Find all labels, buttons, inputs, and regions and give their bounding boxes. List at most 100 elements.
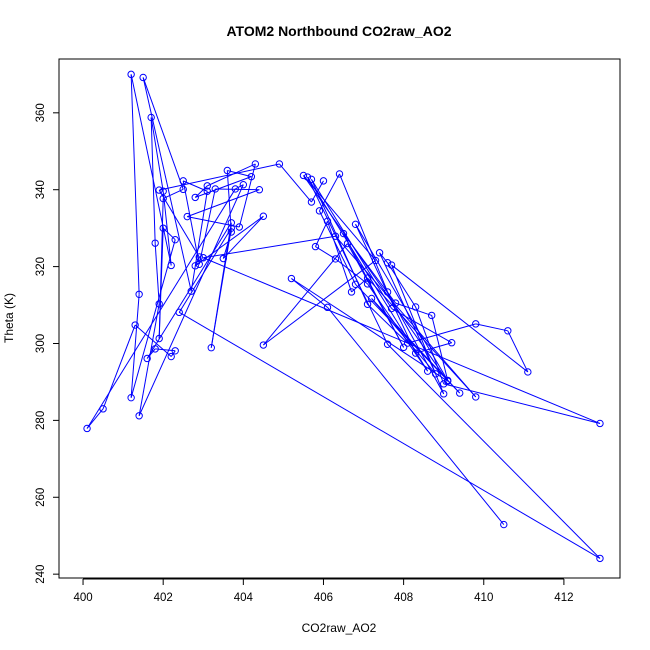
- data-point: [371, 256, 380, 265]
- series-segment: [146, 348, 156, 359]
- series-segment: [371, 298, 461, 394]
- data-point: [363, 280, 372, 288]
- data-point: [135, 290, 143, 298]
- series-segment: [134, 324, 172, 357]
- series-segment: [194, 185, 208, 198]
- series-segment: [415, 306, 445, 385]
- series-segment: [319, 173, 340, 212]
- x-tick-label: 410: [474, 592, 493, 604]
- data-point: [596, 554, 604, 563]
- data-point: [331, 255, 340, 263]
- series-segment: [507, 330, 529, 373]
- x-tick-label: 400: [73, 592, 92, 604]
- data-point: [227, 224, 236, 232]
- data-point: [203, 187, 211, 195]
- series-segment: [150, 117, 164, 192]
- series-segment: [327, 307, 505, 525]
- x-axis: 400 402 404 406 408 410 412: [73, 578, 573, 604]
- data-point: [323, 217, 332, 225]
- series-segment: [307, 176, 429, 372]
- data-point: [127, 393, 135, 402]
- data-point: [167, 352, 175, 361]
- data-point: [411, 303, 420, 311]
- data-point: [171, 347, 179, 355]
- data-point: [319, 177, 328, 185]
- series-segment: [306, 176, 389, 345]
- data-point: [195, 260, 203, 268]
- series-segment: [142, 77, 184, 190]
- data-point: [351, 280, 360, 288]
- series-segment: [291, 278, 328, 308]
- data-point: [139, 73, 147, 82]
- data-point: [307, 175, 316, 184]
- data-point: [311, 242, 320, 251]
- data-point: [247, 172, 256, 181]
- data-point: [339, 229, 348, 238]
- data-point: [524, 368, 532, 376]
- data-point: [259, 212, 268, 220]
- data-point: [255, 186, 264, 194]
- data-point: [127, 70, 135, 79]
- data-point: [383, 288, 392, 296]
- series-segment: [367, 303, 408, 344]
- series-segment: [335, 235, 477, 398]
- data-point: [287, 274, 296, 283]
- series-segment: [86, 408, 104, 429]
- series-segment: [227, 170, 252, 178]
- data-point: [403, 339, 412, 347]
- data-point: [199, 254, 207, 262]
- data-point: [147, 113, 155, 122]
- data-point: [299, 171, 308, 180]
- series-segment: [226, 170, 232, 233]
- series-segment: [391, 264, 529, 373]
- series-segment: [142, 77, 192, 292]
- data-point: [135, 412, 143, 420]
- data-point: [303, 173, 312, 181]
- data-point: [500, 520, 508, 529]
- data-point: [383, 340, 392, 348]
- data-point: [363, 274, 372, 282]
- y-axis-label: Theta (K): [2, 293, 16, 343]
- series-segment: [291, 278, 448, 382]
- series-segment: [182, 180, 200, 265]
- data-point: [427, 311, 436, 320]
- data-point: [203, 182, 211, 190]
- y-tick-label: 300: [35, 334, 47, 353]
- series-segment: [279, 163, 312, 203]
- data-point: [99, 405, 107, 413]
- data-point: [331, 232, 340, 240]
- data-point: [155, 300, 163, 308]
- data-point: [391, 299, 400, 307]
- x-tick-label: 406: [314, 592, 333, 604]
- data-point: [307, 198, 316, 206]
- y-tick-label: 280: [35, 411, 47, 430]
- data-point: [83, 424, 91, 433]
- data-point: [191, 262, 199, 270]
- series-segment: [222, 231, 232, 259]
- series-segment: [262, 243, 348, 346]
- data-point: [315, 207, 324, 215]
- data-point: [207, 344, 215, 352]
- data-point: [383, 259, 392, 267]
- data-point: [183, 212, 191, 221]
- series-segment: [379, 252, 437, 375]
- data-point: [191, 193, 199, 202]
- series-segment: [86, 188, 236, 429]
- data-point: [335, 170, 344, 178]
- series-segment: [315, 221, 328, 247]
- data-point: [159, 224, 167, 232]
- y-tick-label: 340: [35, 180, 47, 199]
- series-segment: [367, 283, 429, 372]
- data-point: [387, 261, 396, 269]
- data-point: [431, 370, 440, 378]
- data-point: [363, 300, 372, 308]
- y-axis: 240 260 280 300 320 340 360: [35, 103, 60, 584]
- data-point: [472, 320, 480, 328]
- data-point: [179, 185, 187, 194]
- data-point: [195, 253, 203, 261]
- y-tick-label: 360: [35, 103, 47, 122]
- x-tick-label: 412: [554, 592, 573, 604]
- series-segment: [343, 233, 405, 348]
- y-tick-label: 260: [35, 488, 47, 507]
- series-segment: [138, 303, 160, 416]
